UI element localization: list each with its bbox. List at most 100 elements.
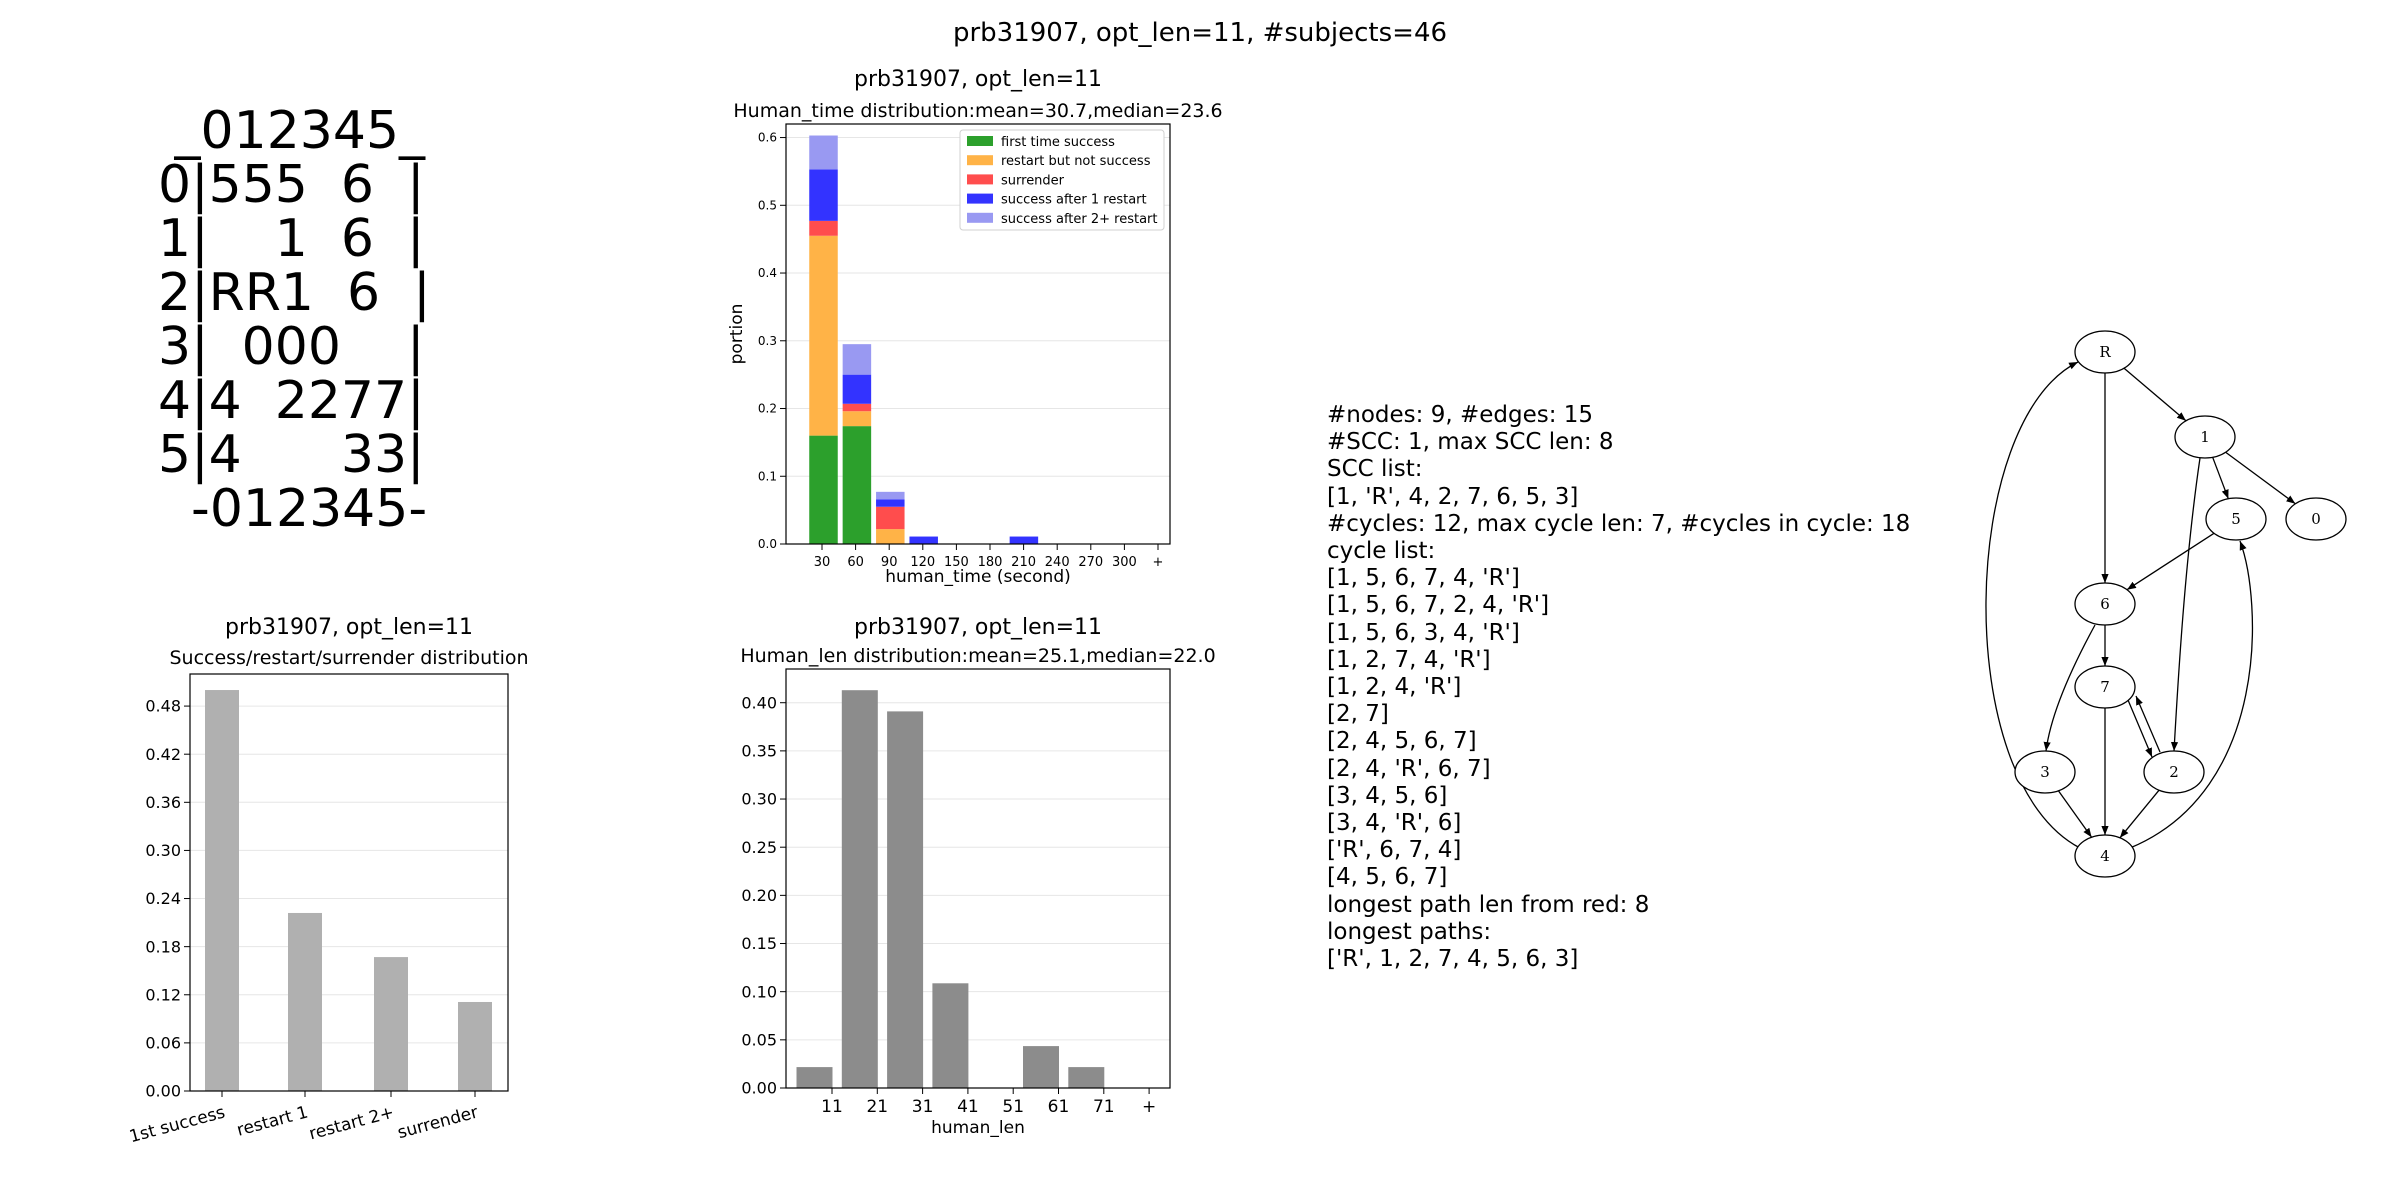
graph-node-label: 0	[2311, 510, 2321, 528]
info-line: [1, 2, 4, 'R']	[1327, 674, 1462, 701]
y-tick-label: 0.42	[145, 745, 181, 764]
legend-swatch	[967, 136, 993, 146]
info-line: [4, 5, 6, 7]	[1327, 864, 1448, 891]
legend-label: restart but not success	[1001, 154, 1151, 169]
x-tick-label: 11	[821, 1097, 843, 1117]
graph-edge	[2212, 457, 2229, 499]
y-tick-label: 0.00	[145, 1082, 181, 1101]
legend-swatch	[967, 174, 993, 185]
graph-node-label: 5	[2231, 510, 2241, 528]
x-tick-label: 21	[866, 1097, 888, 1117]
info-line: [1, 5, 6, 3, 4, 'R']	[1327, 619, 1520, 646]
info-line: #cycles: 12, max cycle len: 7, #cycles i…	[1327, 510, 1911, 537]
graph-node-label: 1	[2200, 428, 2210, 446]
bar-segment	[809, 435, 838, 544]
y-tick-label: 0.2	[758, 402, 777, 416]
y-tick-label: 0.12	[145, 985, 181, 1004]
info-line: [1, 5, 6, 7, 2, 4, 'R']	[1327, 592, 1550, 619]
chart-title: prb31907, opt_len=11	[854, 67, 1102, 92]
bar-segment	[909, 536, 938, 544]
info-line: #SCC: 1, max SCC len: 8	[1327, 429, 1614, 456]
bar	[458, 1001, 492, 1091]
x-tick-label: 270	[1078, 555, 1103, 570]
puzzle-board: _012345_ 0|555 6 | 1| 1 6 | 2|RR1 6 | 3| 000…	[158, 104, 431, 536]
info-line: [1, 5, 6, 7, 4, 'R']	[1327, 565, 1520, 592]
info-line: #nodes: 9, #edges: 15	[1327, 402, 1594, 428]
x-axis-label: human_len	[931, 1118, 1025, 1138]
info-line: [1, 'R', 4, 2, 7, 6, 5, 3]	[1327, 483, 1579, 510]
graph-edge	[2225, 451, 2296, 505]
graph-node	[2074, 582, 2136, 626]
x-tick-label: 30	[814, 555, 831, 570]
info-line: longest paths:	[1327, 918, 1492, 945]
y-tick-label: 0.05	[741, 1030, 777, 1049]
board-row: 1| 1 6 |	[158, 209, 425, 269]
chart-subtitle: Success/restart/surrender distribution	[169, 647, 528, 669]
y-tick-label: 0.4	[758, 266, 777, 280]
graph-node-label: 7	[2100, 678, 2110, 696]
bar-segment	[842, 374, 872, 404]
y-axis-label: portion	[727, 304, 747, 365]
info-line: cycle list:	[1327, 538, 1436, 565]
graph-node-label: 6	[2100, 595, 2110, 613]
y-tick-label: 0.20	[741, 886, 777, 905]
y-tick-label: 0.00	[741, 1079, 777, 1098]
x-tick-label: 120	[910, 555, 935, 570]
x-tick-label: 51	[1002, 1097, 1024, 1117]
board-row: -012345-	[158, 479, 428, 539]
x-tick-label: 60	[847, 555, 864, 570]
y-tick-label: 0.6	[758, 131, 777, 145]
info-line: ['R', 1, 2, 7, 4, 5, 6, 3]	[1327, 946, 1579, 973]
chart-legend: first time success restart but not succes…	[959, 129, 1165, 231]
graph-edge	[2043, 624, 2096, 752]
bar-segment	[809, 169, 838, 221]
bar-segment	[809, 135, 838, 170]
bar	[374, 957, 408, 1091]
x-tick-label: 240	[1045, 555, 1070, 570]
x-tick-label: 300	[1112, 555, 1137, 570]
graph-node	[2205, 497, 2267, 541]
info-line: [3, 4, 'R', 6]	[1327, 810, 1462, 837]
chart-subtitle: Human_time distribution:mean=30.7,median…	[733, 100, 1222, 122]
bar	[1068, 1067, 1105, 1088]
x-axis-label: human_time (second)	[885, 567, 1071, 587]
y-tick-label: 0.30	[145, 841, 181, 860]
info-line: [2, 7]	[1327, 701, 1389, 728]
board-row: 4|4 2277|	[158, 371, 425, 431]
bar-segment	[876, 506, 905, 530]
graph-info-text: #nodes: 9, #edges: 15 #SCC: 1, max SCC le…	[1327, 402, 1910, 973]
figure-title: prb31907, opt_len=11, #subjects=46	[952, 18, 1448, 48]
plot-frame	[189, 673, 509, 1092]
y-tick-label: 0.3	[758, 334, 777, 348]
info-line: SCC list:	[1327, 456, 1423, 483]
legend-swatch	[967, 193, 993, 204]
bar-segment	[842, 344, 872, 375]
bar-segment	[1009, 536, 1039, 544]
x-tick-label: 150	[944, 555, 969, 570]
x-tick-label: +	[1142, 1097, 1156, 1117]
bar	[887, 711, 924, 1088]
plot-frame	[785, 123, 1171, 545]
bar-segment	[876, 491, 905, 500]
x-tick-label: 61	[1048, 1097, 1070, 1117]
x-tick-label: 90	[881, 555, 898, 570]
info-line: ['R', 6, 7, 4]	[1327, 837, 1462, 864]
legend-label: success after 2+ restart	[1001, 212, 1158, 227]
graph-node	[2174, 415, 2236, 459]
board-row: 5|4 33|	[158, 425, 425, 485]
y-tick-label: 0.15	[741, 934, 777, 953]
legend-box	[959, 129, 1165, 231]
bar	[796, 1067, 833, 1088]
bar	[841, 690, 878, 1088]
graph-node	[2014, 750, 2076, 794]
graph-node	[2074, 834, 2136, 878]
graph-node-label: R	[2099, 343, 2111, 361]
y-tick-label: 0.10	[741, 982, 777, 1001]
plot-frame	[785, 668, 1171, 1089]
bar-segment	[809, 220, 838, 236]
board-row: 2|RR1 6 |	[158, 263, 431, 323]
x-tick-label: 31	[912, 1097, 934, 1117]
